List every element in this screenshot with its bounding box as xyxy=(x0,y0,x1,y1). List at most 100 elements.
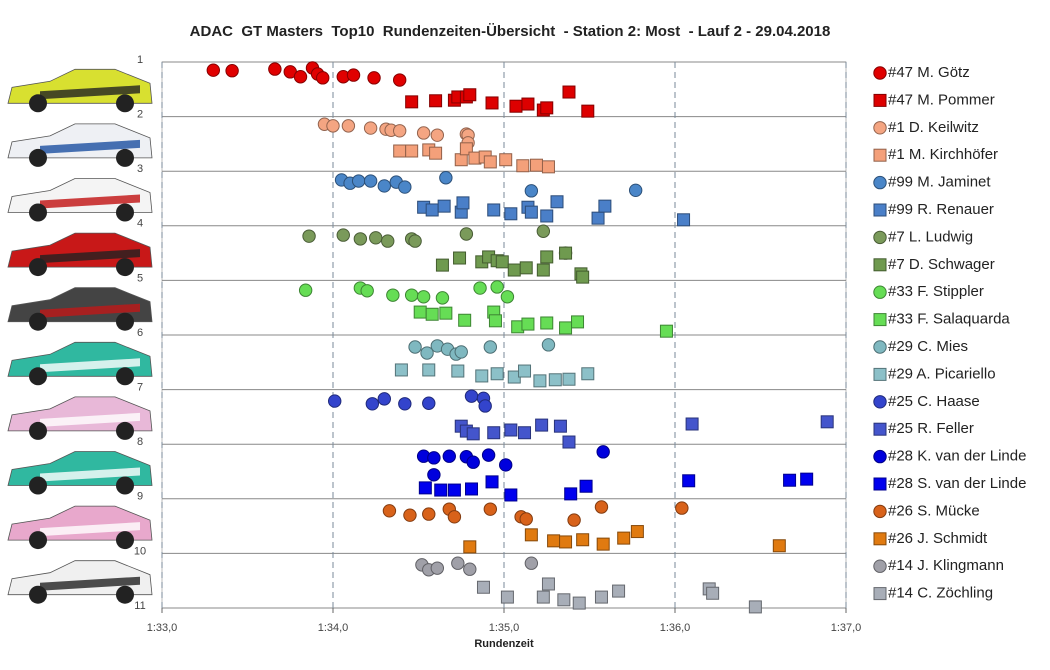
data-point xyxy=(416,126,431,140)
data-point xyxy=(540,101,554,115)
data-point xyxy=(442,449,456,463)
data-point xyxy=(408,234,422,248)
data-point xyxy=(581,367,595,381)
legend-label: #29 A. Picariello xyxy=(888,365,996,382)
data-point xyxy=(519,512,533,526)
legend-label: #47 M. Pommer xyxy=(888,91,995,108)
data-point xyxy=(316,71,330,85)
data-point xyxy=(393,144,407,158)
data-point xyxy=(562,372,576,386)
legend-label: #14 C. Zöchling xyxy=(888,585,993,602)
data-point xyxy=(533,374,547,388)
data-point xyxy=(465,482,479,496)
data-point xyxy=(485,475,499,489)
car-wheel xyxy=(29,94,47,113)
x-tick-label: 1:34,0 xyxy=(318,622,349,634)
data-point xyxy=(454,153,468,167)
data-point xyxy=(536,590,550,604)
data-point xyxy=(353,232,368,246)
data-point xyxy=(473,281,487,295)
car-wheel xyxy=(29,476,47,495)
data-point xyxy=(504,488,518,502)
y-tick-label: 10 xyxy=(134,545,146,557)
data-point xyxy=(463,562,477,576)
data-point xyxy=(293,70,308,84)
car-wheel xyxy=(29,258,47,277)
data-point xyxy=(403,508,417,522)
data-point xyxy=(488,314,502,328)
legend-label: #25 C. Haase xyxy=(888,393,980,410)
x-tick-label: 1:33,0 xyxy=(147,622,178,634)
data-point xyxy=(507,263,521,277)
data-point xyxy=(268,62,282,76)
data-point xyxy=(451,364,465,378)
data-point xyxy=(365,397,380,411)
data-point xyxy=(392,73,407,87)
y-tick-label: 3 xyxy=(137,163,143,175)
data-point xyxy=(416,290,431,304)
legend-marker xyxy=(873,559,887,573)
x-axis-label: Rundenzeit xyxy=(474,638,534,650)
data-point xyxy=(559,535,573,549)
data-point xyxy=(476,580,490,594)
data-point xyxy=(422,363,436,377)
data-point xyxy=(518,426,532,440)
car-wheel xyxy=(29,203,47,222)
y-tick-label: 2 xyxy=(137,109,143,121)
y-tick-label: 1 xyxy=(137,54,143,66)
legend-marker xyxy=(873,121,887,135)
legend-label: #7 D. Schwager xyxy=(888,256,995,273)
legend-label: #33 F. Stippler xyxy=(888,283,984,300)
data-point xyxy=(524,528,538,542)
legend-label: #14 J. Klingmann xyxy=(888,557,1004,574)
data-point xyxy=(427,468,441,482)
car-stripe xyxy=(40,303,140,318)
car-wheel xyxy=(29,367,47,386)
car-wheel xyxy=(116,476,134,495)
x-tick-label: 1:37,0 xyxy=(831,622,862,634)
data-point xyxy=(422,507,436,521)
data-point xyxy=(418,481,432,495)
data-point xyxy=(490,367,504,381)
data-point xyxy=(499,153,513,167)
legend-marker xyxy=(873,367,887,381)
car-wheel xyxy=(29,531,47,550)
data-point xyxy=(540,209,554,223)
data-point xyxy=(435,258,449,272)
y-tick-label: 6 xyxy=(137,327,143,339)
data-point xyxy=(536,263,550,277)
x-tick-label: 1:36,0 xyxy=(660,622,691,634)
data-point xyxy=(504,207,518,221)
data-point xyxy=(363,174,378,188)
legend-marker xyxy=(873,449,887,464)
data-point xyxy=(454,345,468,359)
data-point xyxy=(413,305,427,319)
data-point xyxy=(326,119,340,133)
x-tick-label: 1:35,0 xyxy=(489,622,520,634)
data-point xyxy=(425,307,439,321)
data-point xyxy=(437,199,451,213)
data-point xyxy=(464,389,479,403)
legend-label: #1 M. Kirchhöfer xyxy=(888,146,998,163)
data-point xyxy=(748,600,762,614)
legend-marker xyxy=(873,203,887,217)
data-point xyxy=(459,227,474,241)
data-point xyxy=(548,373,562,387)
y-tick-label: 11 xyxy=(134,600,145,612)
car-wheel xyxy=(116,203,134,222)
data-point xyxy=(430,128,445,142)
data-point xyxy=(475,369,489,383)
data-point xyxy=(499,458,513,472)
car-stripe xyxy=(40,522,140,537)
legend-marker xyxy=(873,148,887,162)
legend-label: #47 M. Götz xyxy=(888,64,970,81)
y-tick-label: 5 xyxy=(137,272,143,284)
legend-label: #25 R. Feller xyxy=(888,420,974,437)
data-point xyxy=(430,561,445,575)
data-point xyxy=(547,534,561,548)
data-point xyxy=(439,171,453,185)
data-point xyxy=(439,306,453,320)
data-point xyxy=(420,346,434,360)
data-point xyxy=(576,533,590,547)
